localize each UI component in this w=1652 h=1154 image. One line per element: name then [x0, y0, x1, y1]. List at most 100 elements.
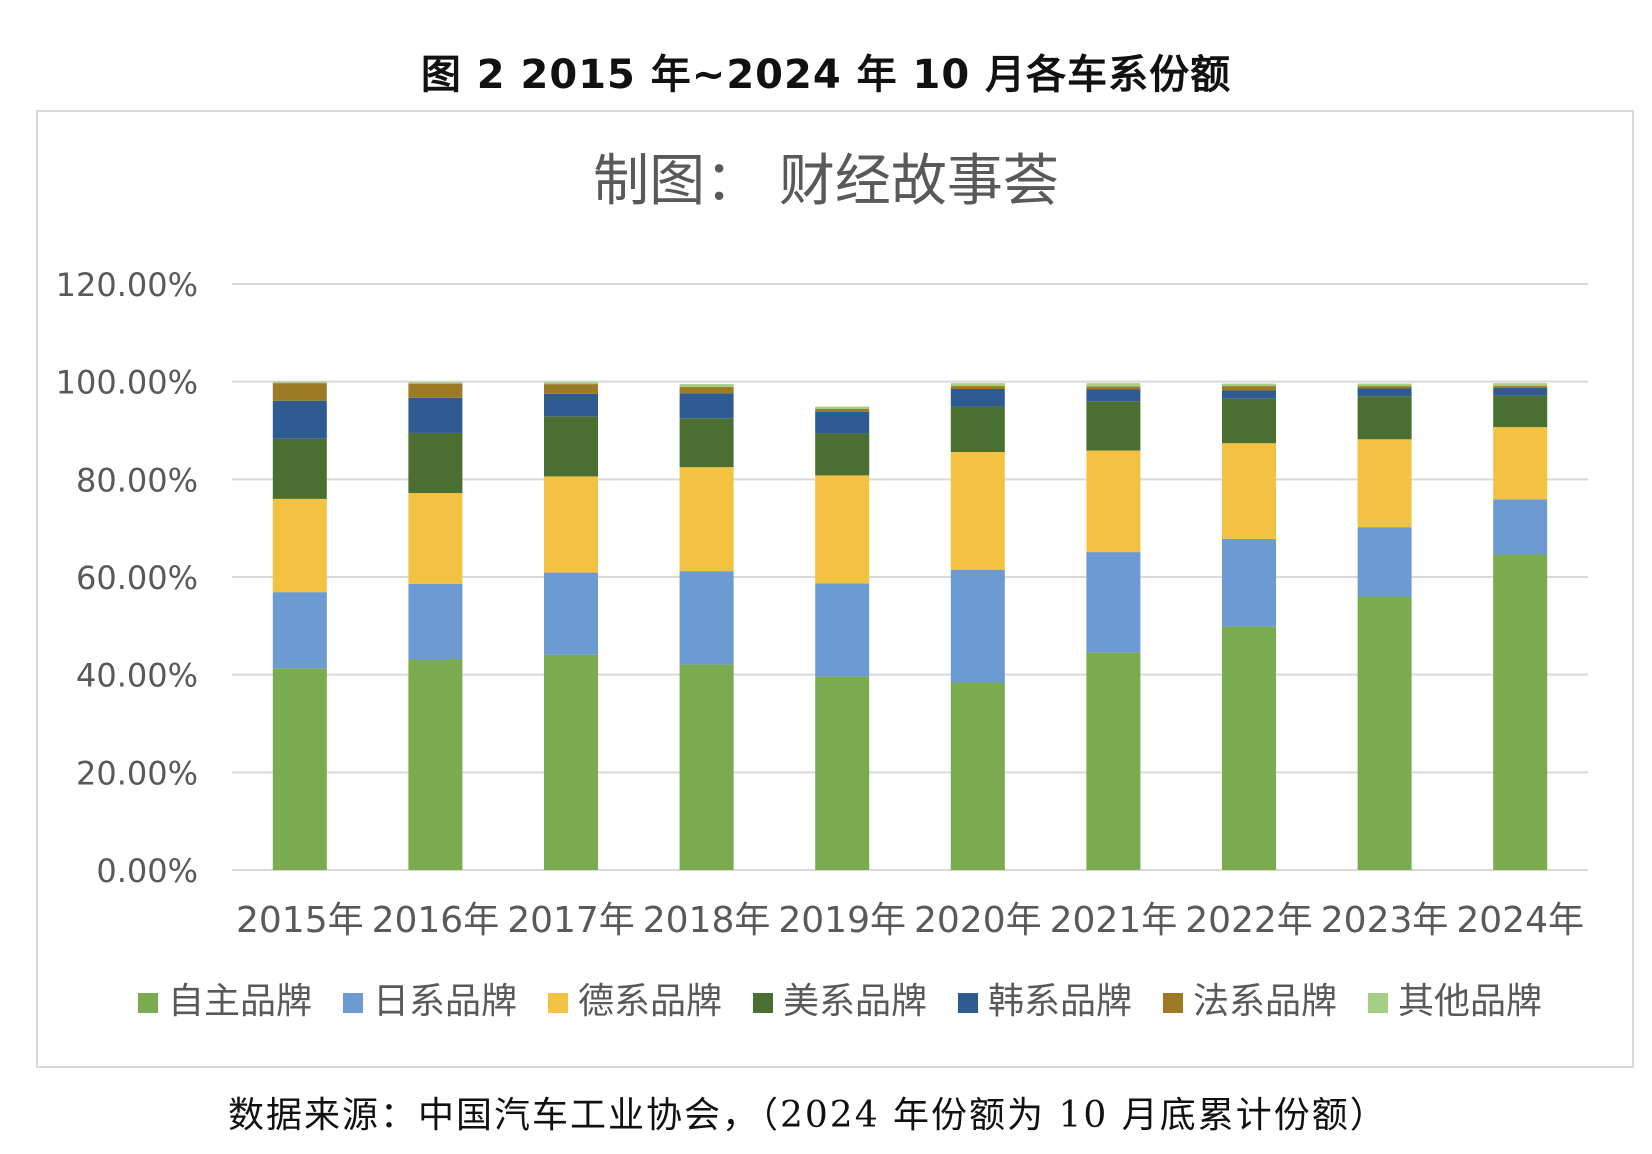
legend-label: 韩系品牌	[988, 981, 1132, 1022]
bar-segment	[679, 387, 734, 394]
bar-segment	[679, 393, 734, 419]
bar-segment	[408, 397, 463, 433]
legend-label: 日系品牌	[373, 981, 517, 1022]
bar-segment	[1493, 386, 1548, 389]
chart-title: 制图： 财经故事荟	[593, 149, 1059, 214]
bar-segment	[1222, 626, 1276, 870]
legend-label: 法系品牌	[1193, 981, 1337, 1022]
bar-segment	[815, 676, 870, 870]
bar-segment	[679, 384, 734, 388]
bar-segment	[408, 432, 463, 494]
bar-segment	[815, 475, 870, 584]
bar-segment	[950, 386, 1005, 389]
bar-segment	[950, 451, 1005, 570]
bar-segment	[950, 682, 1005, 870]
bar-segment	[1357, 386, 1412, 389]
bar-segment	[1222, 390, 1276, 399]
legend: 自主品牌 日系品牌 德系品牌 美系品牌 韩系品牌 法系品牌 其他品牌	[138, 981, 1542, 1022]
bar-segment	[679, 418, 734, 468]
bar-segment	[1222, 538, 1276, 627]
bar-segment	[1086, 552, 1141, 653]
bar-segment	[950, 569, 1005, 683]
bar-segment	[544, 384, 598, 394]
bar-segment	[272, 400, 327, 439]
x-tick-label: 2024年	[1456, 900, 1584, 941]
bar-segment	[272, 438, 327, 499]
bar-segment	[1222, 443, 1276, 539]
bar-segment	[679, 467, 734, 572]
x-tick-label: 2023年	[1321, 900, 1449, 941]
bar-segment	[272, 668, 327, 870]
x-tick-label: 2019年	[778, 900, 906, 941]
bars	[272, 381, 1548, 870]
bar-segment	[815, 583, 870, 677]
y-tick-label: 60.00%	[76, 559, 198, 597]
bar-segment	[1357, 383, 1412, 387]
bar-segment	[408, 383, 463, 398]
bar-segment	[544, 416, 598, 477]
bar-segment	[408, 659, 463, 870]
bar-segment	[408, 583, 463, 660]
bar-segment	[815, 433, 870, 476]
bar-segment	[272, 592, 327, 669]
legend-label: 自主品牌	[168, 981, 312, 1022]
legend-swatch	[1368, 993, 1388, 1013]
y-tick-label: 120.00%	[56, 266, 198, 304]
y-tick-label: 100.00%	[56, 364, 198, 402]
bar-segment	[1222, 386, 1276, 391]
bar-segment	[1357, 596, 1412, 870]
bar-segment	[1357, 388, 1412, 397]
bar-segment	[1493, 388, 1548, 396]
bar-segment	[1222, 383, 1276, 387]
x-axis-ticks: 2015年 2016年 2017年 2018年 2019年 2020年 2021年 2022年…	[236, 900, 1584, 941]
legend-swatch	[548, 993, 568, 1013]
legend-swatch	[958, 993, 978, 1013]
bar-segment	[408, 382, 463, 384]
bar-segment	[1493, 499, 1548, 555]
bar-segment	[1086, 389, 1141, 402]
bar-segment	[1086, 450, 1141, 553]
bar-segment	[408, 493, 463, 584]
bar-segment	[815, 409, 870, 412]
y-axis-ticks: 0.00% 20.00% 40.00% 60.00% 80.00% 100.00% 120.…	[56, 266, 198, 890]
x-tick-label: 2021年	[1050, 900, 1178, 941]
bar-segment	[1493, 554, 1548, 870]
bar-segment	[679, 571, 734, 665]
bar-segment	[272, 383, 327, 401]
x-tick-label: 2016年	[372, 900, 500, 941]
bar-segment	[1493, 395, 1548, 428]
bar-segment	[544, 476, 598, 573]
x-tick-label: 2018年	[643, 900, 771, 941]
bar-segment	[1086, 386, 1141, 390]
figure-caption: 图 2 2015 年~2024 年 10 月各车系份额	[420, 52, 1232, 98]
x-tick-label: 2020年	[914, 900, 1042, 941]
bar-segment	[950, 388, 1005, 407]
x-tick-label: 2015年	[236, 900, 364, 941]
legend-label: 美系品牌	[783, 981, 927, 1022]
y-tick-label: 40.00%	[76, 657, 198, 695]
bar-segment	[544, 393, 598, 417]
bar-segment	[1493, 427, 1548, 500]
y-tick-label: 0.00%	[96, 852, 198, 890]
x-tick-label: 2022年	[1185, 900, 1313, 941]
bar-segment	[950, 383, 1005, 387]
source-note: 数据来源：中国汽车工业协会，（2024 年份额为 10 月底累计份额）	[228, 1095, 1388, 1136]
bar-segment	[1086, 383, 1141, 387]
legend-swatch	[138, 993, 158, 1013]
y-tick-label: 20.00%	[76, 754, 198, 792]
bar-segment	[1493, 383, 1548, 387]
x-tick-label: 2017年	[507, 900, 635, 941]
legend-label: 德系品牌	[578, 981, 722, 1022]
legend-swatch	[753, 993, 773, 1013]
bar-segment	[815, 406, 870, 410]
bar-segment	[1086, 401, 1141, 451]
bar-segment	[544, 572, 598, 655]
y-tick-label: 80.00%	[76, 461, 198, 499]
bar-segment	[544, 654, 598, 870]
bar-segment	[544, 382, 598, 385]
legend-swatch	[343, 993, 363, 1013]
bar-segment	[1086, 652, 1141, 870]
bar-segment	[272, 498, 327, 593]
bar-segment	[815, 411, 870, 434]
